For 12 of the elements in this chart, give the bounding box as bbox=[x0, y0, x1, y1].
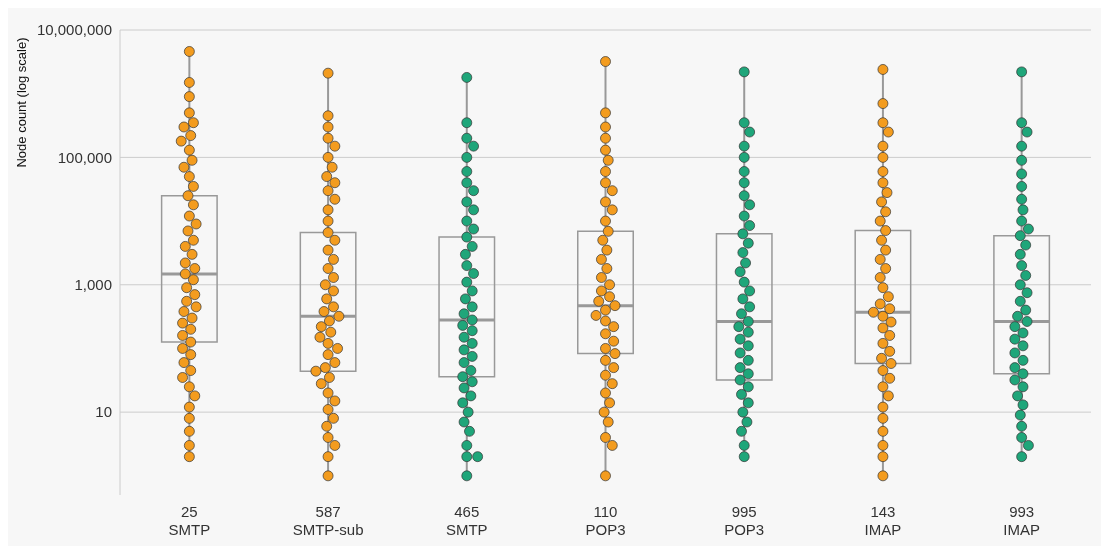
y-axis-title: Node count (log scale) bbox=[13, 37, 29, 168]
x-tick-label: 465 SMTP bbox=[445, 503, 488, 538]
x-tick-label: 25 SMTP bbox=[168, 503, 211, 538]
y-tick-label: 100,000 bbox=[57, 148, 112, 166]
x-tick-label: 587 SMTP-sub bbox=[292, 503, 364, 538]
y-tick-label: 10,000,000 bbox=[36, 21, 112, 39]
x-tick-label: 143 IMAP bbox=[864, 503, 902, 538]
x-tick-label: 995 POP3 bbox=[724, 503, 765, 538]
x-tick-label: 110 POP3 bbox=[585, 503, 626, 538]
y-tick-label: 1,000 bbox=[74, 276, 112, 294]
x-tick-label: 993 IMAP bbox=[1003, 503, 1040, 538]
y-tick-label: 10 bbox=[95, 403, 112, 421]
